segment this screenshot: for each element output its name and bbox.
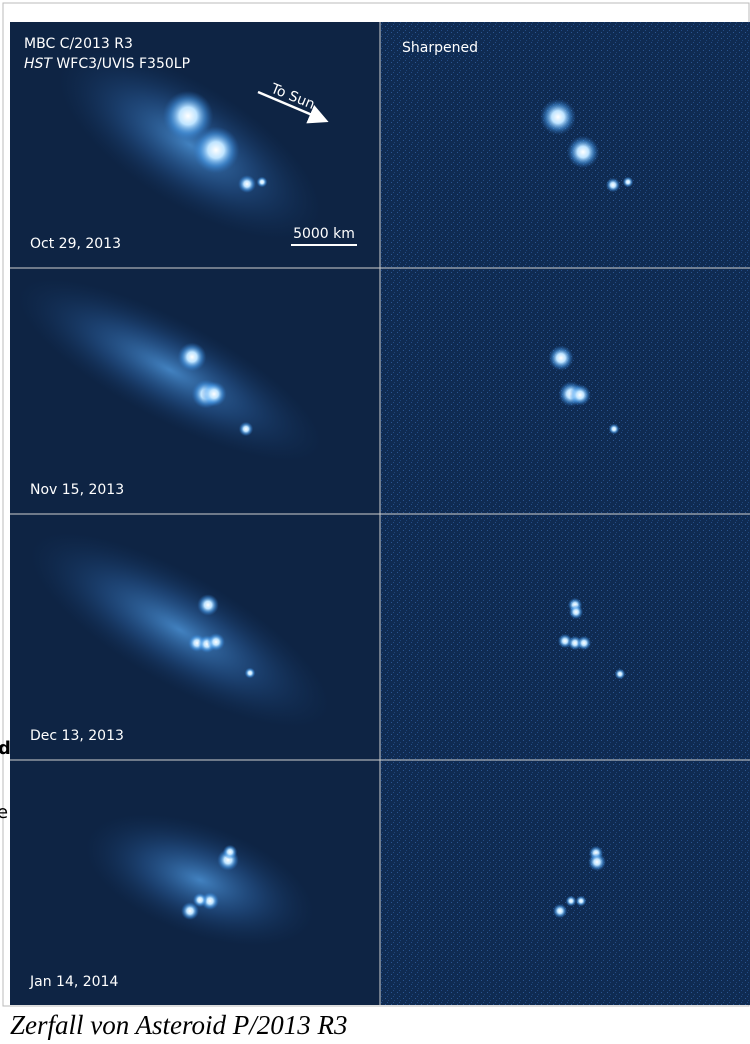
coma-glow [30, 532, 330, 728]
fragment [238, 175, 256, 193]
fragment [222, 844, 238, 860]
fragment [622, 176, 634, 188]
date: Jan 14, 2014 [29, 974, 118, 990]
scale-label: 5000 km [293, 226, 355, 242]
date: Oct 29, 2013 [30, 236, 121, 252]
fragment [201, 381, 227, 407]
fragment [192, 892, 208, 908]
cropped-text: d [0, 738, 11, 759]
cropped-text: e [0, 802, 8, 823]
fragment [162, 90, 214, 142]
fragment [540, 99, 576, 135]
date: Nov 15, 2013 [30, 482, 124, 498]
fragment [614, 668, 626, 680]
fragment [238, 421, 254, 437]
fragment [181, 902, 199, 920]
date: Dec 13, 2013 [30, 728, 124, 744]
coma-glow [18, 278, 322, 462]
fragment [605, 177, 621, 193]
coma-glow [58, 50, 322, 240]
fragment [575, 895, 587, 907]
fragment [588, 853, 606, 871]
fragment [568, 604, 584, 620]
fragment [197, 594, 219, 616]
fragment [177, 342, 207, 372]
sharpened-label: Sharpened [402, 40, 478, 56]
fragment [552, 903, 568, 919]
fragment [207, 633, 225, 651]
instrument-name: WFC3/UVIS F350LP [56, 56, 190, 72]
fragment [565, 895, 577, 907]
fragment [569, 384, 591, 406]
instrument-prefix: HST [24, 56, 53, 72]
coma-glow [85, 814, 315, 946]
sun-arrow [257, 90, 329, 124]
object-title: MBC C/2013 R3 [24, 36, 133, 52]
fragment [192, 126, 240, 174]
caption: Zerfall von Asteroid P/2013 R3 [10, 1010, 348, 1040]
instrument: HST WFC3/UVIS F350LP [24, 56, 190, 72]
fragment [548, 345, 574, 371]
image-content [18, 50, 634, 946]
fragment [256, 176, 268, 188]
fragment [576, 635, 592, 651]
panel-grid [10, 22, 750, 1005]
fragment [244, 667, 256, 679]
fragment [608, 423, 620, 435]
fragment [566, 135, 600, 169]
